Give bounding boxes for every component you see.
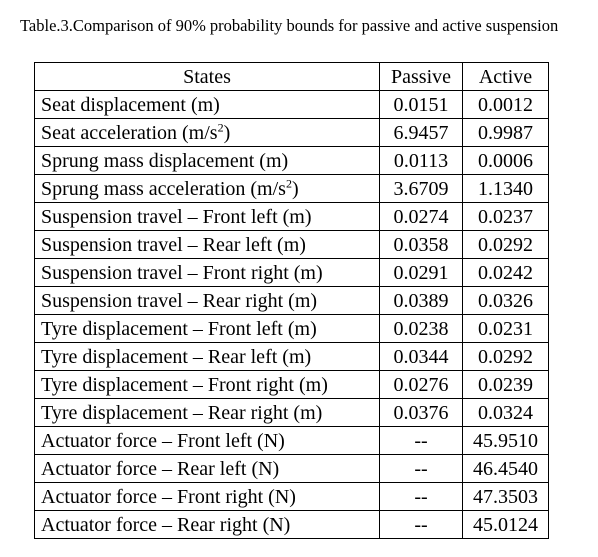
state-cell: Suspension travel – Front left (m) (34, 202, 380, 231)
table-body: Seat displacement (m) 0.0151 0.0012 Seat ac… (34, 90, 549, 539)
table-row: Actuator force – Front left (N) -- 45.9510 (34, 426, 549, 455)
active-value: 0.0324 (462, 398, 549, 427)
active-value: 46.4540 (462, 454, 549, 483)
active-value: 0.0231 (462, 314, 549, 343)
state-label: Actuator force – Rear left (N) (41, 457, 280, 480)
passive-value: 0.0274 (379, 202, 463, 231)
table-row: Actuator force – Rear left (N) -- 46.4540 (34, 454, 549, 483)
state-label: Suspension travel – Rear left (m) (41, 233, 306, 256)
state-cell: Suspension travel – Front right (m) (34, 258, 380, 287)
state-cell: Actuator force – Rear right (N) (34, 510, 380, 539)
state-cell: Tyre displacement – Rear right (m) (34, 398, 380, 427)
passive-value: 0.0276 (379, 370, 463, 399)
active-value: 0.0326 (462, 286, 549, 315)
state-label: Actuator force – Rear right (N) (41, 513, 291, 536)
passive-value: 6.9457 (379, 118, 463, 147)
state-cell: Actuator force – Front left (N) (34, 426, 380, 455)
state-unit-exponent: 2 (285, 175, 292, 190)
passive-value: 0.0151 (379, 90, 463, 119)
state-cell: Actuator force – Rear left (N) (34, 454, 380, 483)
table-row: Actuator force – Rear right (N) -- 45.0124 (34, 510, 549, 539)
passive-value: -- (379, 426, 463, 455)
state-cell: Seat acceleration (m/s2) (34, 118, 380, 147)
state-label: Tyre displacement – Rear left (m) (41, 345, 312, 368)
state-label: Suspension travel – Front right (m) (41, 261, 323, 284)
table-row: Suspension travel – Front left (m) 0.0274… (34, 202, 549, 231)
active-value: 45.9510 (462, 426, 549, 455)
passive-value: 0.0113 (379, 146, 463, 175)
table-row: Sprung mass displacement (m) 0.0113 0.0006 (34, 146, 549, 175)
active-value: 0.0012 (462, 90, 549, 119)
state-cell: Actuator force – Front right (N) (34, 482, 380, 511)
active-value: 0.0006 (462, 146, 549, 175)
header-active: Active (462, 62, 549, 91)
active-value: 47.3503 (462, 482, 549, 511)
state-label: Sprung mass displacement (m) (41, 149, 289, 172)
table-caption: Table.3.Comparison of 90% probability bo… (20, 16, 559, 35)
header-row: States Passive Active (34, 62, 549, 91)
passive-value: 3.6709 (379, 174, 463, 203)
state-label: Suspension travel – Front left (m) (41, 205, 312, 228)
table-row: Sprung mass acceleration (m/s2) 3.6709 1.1… (34, 174, 549, 203)
state-label: Seat acceleration (m/s (41, 121, 218, 144)
active-value: 0.0239 (462, 370, 549, 399)
passive-value: -- (379, 482, 463, 511)
state-cell: Suspension travel – Rear left (m) (34, 230, 380, 259)
state-cell: Suspension travel – Rear right (m) (34, 286, 380, 315)
state-unit-exponent: 2 (217, 119, 224, 134)
state-label: Tyre displacement – Front right (m) (41, 373, 328, 396)
active-value: 45.0124 (462, 510, 549, 539)
state-label: Seat displacement (m) (41, 93, 220, 116)
table-row: Suspension travel – Rear right (m) 0.0389… (34, 286, 549, 315)
passive-value: 0.0358 (379, 230, 463, 259)
passive-value: 0.0344 (379, 342, 463, 371)
state-cell: Sprung mass displacement (m) (34, 146, 380, 175)
active-value: 0.0292 (462, 342, 549, 371)
header-states: States (34, 62, 380, 91)
state-cell: Sprung mass acceleration (m/s2) (34, 174, 380, 203)
passive-value: -- (379, 510, 463, 539)
table-row: Seat acceleration (m/s2) 6.9457 0.9987 (34, 118, 549, 147)
table-row: Actuator force – Front right (N) -- 47.350… (34, 482, 549, 511)
state-label: Tyre displacement – Front left (m) (41, 317, 317, 340)
passive-value: 0.0238 (379, 314, 463, 343)
state-label-tail: ) (223, 121, 231, 144)
active-value: 1.1340 (462, 174, 549, 203)
table-row: Suspension travel – Front right (m) 0.029… (34, 258, 549, 287)
state-label: Sprung mass acceleration (m/s (41, 177, 286, 200)
state-cell: Tyre displacement – Front right (m) (34, 370, 380, 399)
passive-value: -- (379, 454, 463, 483)
table-row: Tyre displacement – Rear left (m) 0.0344 0… (34, 342, 549, 371)
table-row: Tyre displacement – Front right (m) 0.027… (34, 370, 549, 399)
table-row: Suspension travel – Rear left (m) 0.0358 0… (34, 230, 549, 259)
header-passive: Passive (379, 62, 463, 91)
table-row: Tyre displacement – Rear right (m) 0.0376… (34, 398, 549, 427)
active-value: 0.9987 (462, 118, 549, 147)
active-value: 0.0292 (462, 230, 549, 259)
table-row: Tyre displacement – Front left (m) 0.0238… (34, 314, 549, 343)
passive-value: 0.0389 (379, 286, 463, 315)
state-label-tail: ) (291, 177, 299, 200)
active-value: 0.0237 (462, 202, 549, 231)
comparison-table: States Passive Active Seat displacement … (34, 62, 549, 539)
state-cell: Seat displacement (m) (34, 90, 380, 119)
state-label: Tyre displacement – Rear right (m) (41, 401, 323, 424)
state-label: Actuator force – Front right (N) (41, 485, 296, 508)
passive-value: 0.0376 (379, 398, 463, 427)
state-label: Suspension travel – Rear right (m) (41, 289, 318, 312)
state-label: Actuator force – Front left (N) (41, 429, 285, 452)
table-row: Seat displacement (m) 0.0151 0.0012 (34, 90, 549, 119)
passive-value: 0.0291 (379, 258, 463, 287)
active-value: 0.0242 (462, 258, 549, 287)
state-cell: Tyre displacement – Rear left (m) (34, 342, 380, 371)
state-cell: Tyre displacement – Front left (m) (34, 314, 380, 343)
